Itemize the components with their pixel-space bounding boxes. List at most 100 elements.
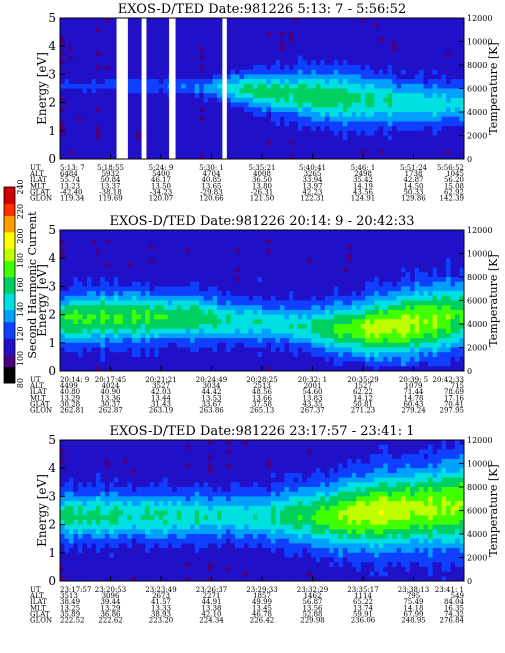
heatmap-cell [114,362,119,367]
heatmap-cell [186,79,191,84]
heatmap-cell [352,32,357,37]
heatmap-cell [204,42,209,47]
heatmap-cell [249,140,254,145]
heatmap-cell [91,60,96,65]
heatmap-cell [199,112,204,117]
heatmap-cell [325,263,330,268]
heatmap-cell [141,258,146,263]
heatmap-cell [289,103,294,108]
heatmap-cell [379,235,384,240]
heatmap-cell [383,348,388,353]
heatmap-cell [186,56,191,61]
heatmap-cell [150,329,155,334]
heatmap-cell [271,140,276,145]
heatmap-cell [150,310,155,315]
heatmap-cell [383,117,388,122]
heatmap-cell [325,93,330,98]
heatmap-cell [343,352,348,357]
heatmap-cell [150,230,155,235]
heatmap-cell [91,93,96,98]
heatmap-cell [293,277,298,282]
heatmap-cell [109,89,114,94]
heatmap-cell [271,333,276,338]
heatmap-cell [78,23,83,28]
heatmap-cell [428,107,433,112]
heatmap-cell [293,333,298,338]
heatmap-cell [383,27,388,32]
heatmap-cell [240,277,245,282]
heatmap-cell [433,60,438,65]
heatmap-cell [199,277,204,282]
heatmap-cell [316,352,321,357]
heatmap-cell [266,74,271,79]
heatmap-cell [240,65,245,70]
heatmap-cell [365,352,370,357]
heatmap-cell [69,46,74,51]
heatmap-cell [266,84,271,89]
heatmap-cell [433,84,438,89]
heatmap-cell [105,56,110,61]
heatmap-cell [311,230,316,235]
heatmap-cell [325,348,330,353]
heatmap-cell [307,84,312,89]
heatmap-cell [150,136,155,141]
heatmap-cell [266,56,271,61]
heatmap-cell [226,235,231,240]
heatmap-cell [190,37,195,42]
heatmap-cell [177,150,182,155]
heatmap-cell [284,65,289,70]
heatmap-cell [249,235,254,240]
heatmap-cell [428,79,433,84]
heatmap-cell [240,121,245,126]
heatmap-cell [388,42,393,47]
heatmap-cell [311,93,316,98]
heatmap-cell [316,230,321,235]
heatmap-cell [64,107,69,112]
heatmap-cell [244,121,249,126]
heatmap-cell [82,18,87,23]
heatmap-cell [150,343,155,348]
heatmap-cell [105,27,110,32]
heatmap-cell [69,27,74,32]
heatmap-cell [199,74,204,79]
heatmap-cell [217,258,222,263]
heatmap-cell [213,282,218,287]
heatmap-cell [141,343,146,348]
heatmap-cell [388,46,393,51]
heatmap-cell [127,74,132,79]
heatmap-cell [168,263,173,268]
heatmap-cell [195,305,200,310]
heatmap-cell [186,291,191,296]
heatmap-cell [253,117,258,122]
heatmap-cell [73,131,78,136]
heatmap-cell [451,150,456,155]
heatmap-cell [231,74,236,79]
heatmap-cell [91,244,96,249]
heatmap-cell [289,244,294,249]
heatmap-cell [109,150,114,155]
heatmap-cell [159,107,164,112]
heatmap-cell [190,79,195,84]
heatmap-cell [325,117,330,122]
heatmap-cell [419,51,424,56]
heatmap-cell [217,282,222,287]
heatmap-cell [244,333,249,338]
heatmap-cell [244,329,249,334]
heatmap-cell [132,315,137,320]
heatmap-cell [249,268,254,273]
heatmap-cell [361,145,366,150]
heatmap-cell [428,103,433,108]
heatmap-cell [141,348,146,353]
heatmap-cell [329,46,334,51]
heatmap-cell [204,112,209,117]
heatmap-cell [208,352,213,357]
heatmap-cell [356,117,361,122]
heatmap-cell [253,93,258,98]
heatmap-cell [181,93,186,98]
heatmap-cell [397,27,402,32]
heatmap-cell [262,42,267,47]
heatmap-cell [379,268,384,273]
heatmap-cell [311,268,316,273]
heatmap-cell [168,329,173,334]
heatmap-cell [307,254,312,259]
